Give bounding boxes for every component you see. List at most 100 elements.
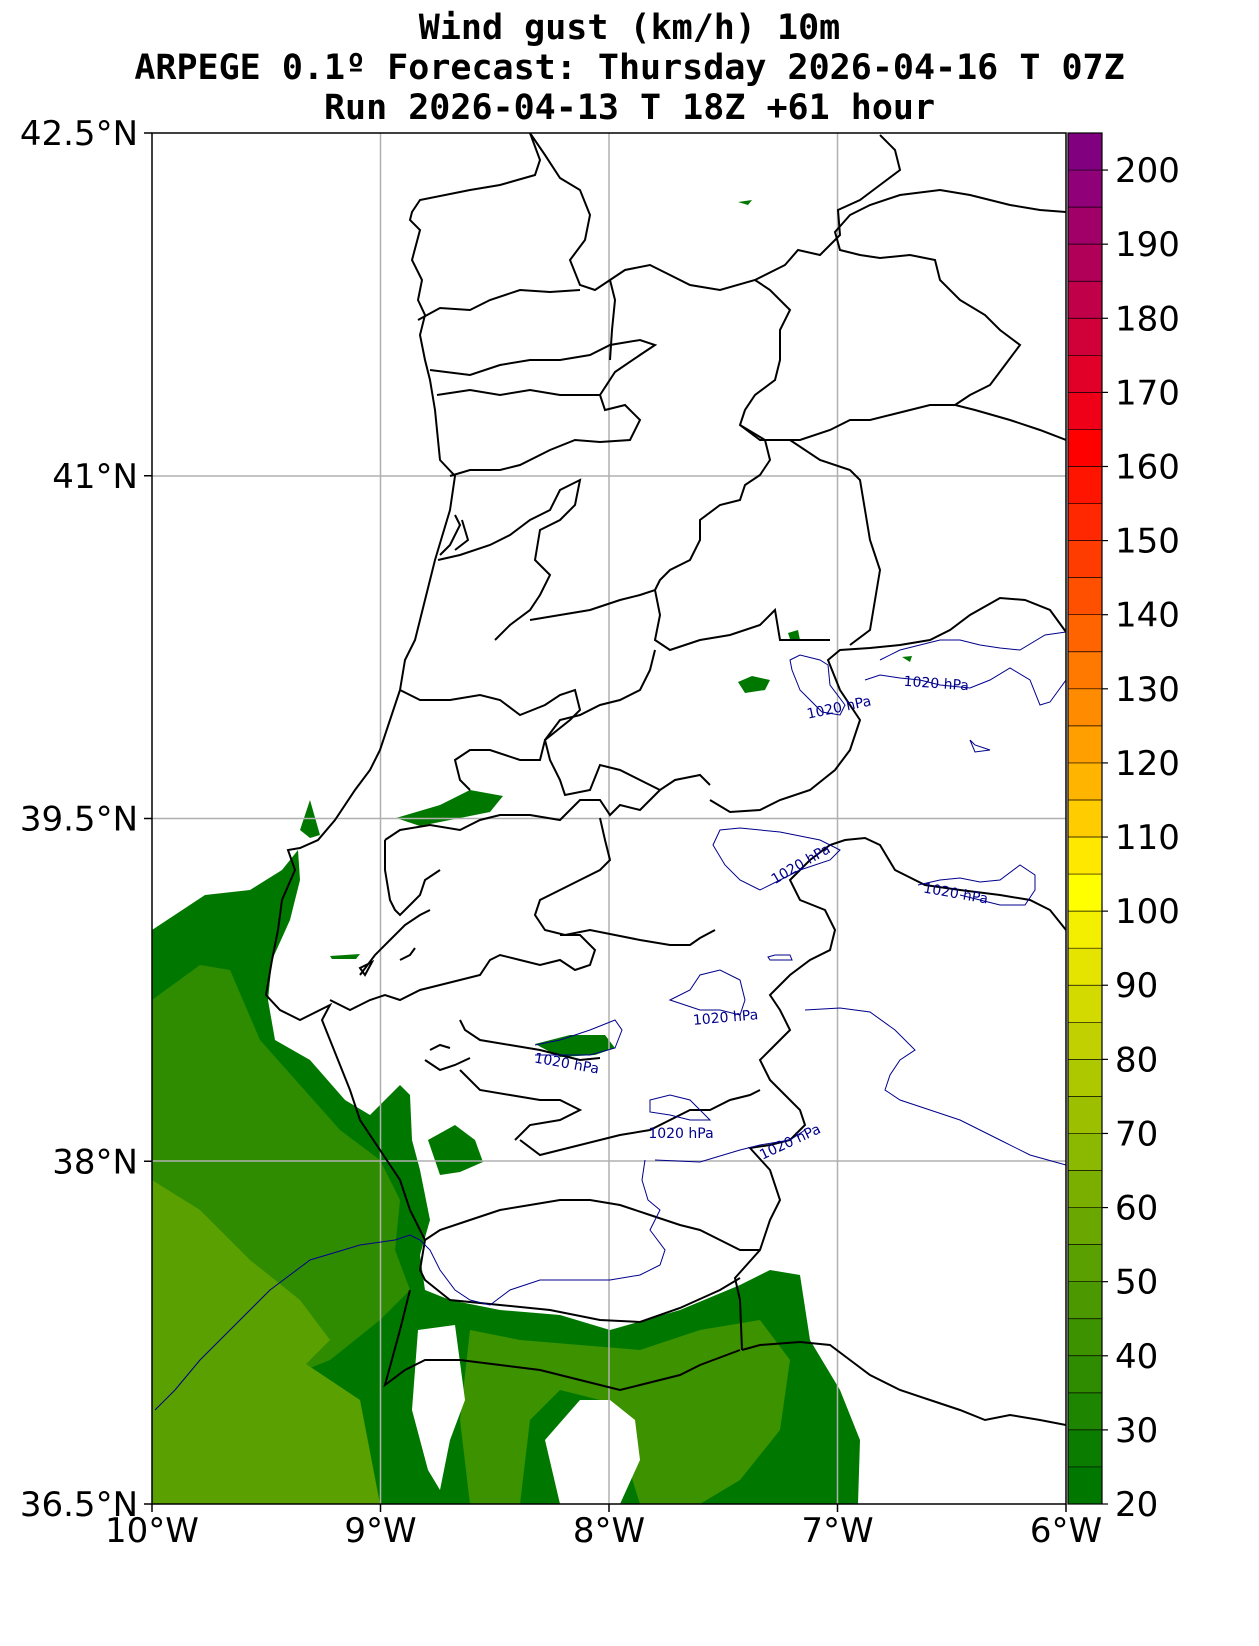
colorbar-segment [1068,688,1102,727]
grid-lines [152,133,1066,1504]
colorbar-tick-label: 60 [1115,1189,1158,1229]
colorbar-segment [1068,466,1102,505]
colorbar-segment [1068,1059,1102,1097]
lat-tick-label: 38°N [52,1142,138,1182]
colorbar-frame [1067,132,1103,1505]
colorbar-segment [1068,1318,1102,1357]
lat-tick-label: 41°N [52,457,138,497]
colorbar-segment [1068,725,1102,764]
colorbar-segment [1068,1355,1102,1394]
lon-tick-label: 10°W [105,1511,199,1551]
colorbar-tick-label: 50 [1115,1263,1158,1303]
colorbar-segment [1068,540,1102,579]
colorbar-segment [1068,1207,1102,1246]
gust-patch-lisbon [330,954,360,959]
borders [264,133,1066,1426]
colorbar-segment [1068,207,1102,245]
colorbar-segment [1068,170,1102,208]
lon-tick-label: 6°W [1030,1511,1102,1551]
gust-patch-tejo [396,790,503,826]
colorbar-segment [1068,281,1102,319]
isobar-1020-south [534,954,1066,1166]
colorbar-segment [1068,799,1102,838]
colorbar-tick-label: 40 [1115,1337,1158,1377]
colorbar: 20 30 40 50 60 70 80 90 100 110 120 130 140 150 160 170… [1067,132,1180,1525]
colorbar-segment [1068,1170,1102,1209]
colorbar-segment [1068,503,1102,542]
colorbar-segment [1068,392,1102,430]
gust-field-ocean-strong [152,1180,380,1504]
border-spain-mid [709,596,1066,814]
isobar-label: 1020 hPa [692,1007,759,1029]
colorbar-tick-label: 20 [1115,1485,1158,1525]
colorbar-segment [1068,762,1102,801]
gust-patch-east [902,656,912,662]
title-line-3: Run 2026-04-13 T 18Z +61 hour [323,88,936,128]
title-line-2: ARPEGE 0.1º Forecast: Thursday 2026-04-1… [134,48,1125,88]
colorbar-tick-label: 170 [1115,373,1180,413]
colorbar-tick-label: 150 [1115,522,1180,562]
coast-gulf-cadiz [741,1340,1066,1426]
colorbar-segment [1068,1466,1102,1505]
colorbar-segment [1068,1022,1102,1060]
colorbar-segment [1068,651,1102,690]
lat-tick-label: 42.5°N [20,114,138,154]
lat-tick-label: 39.5°N [20,800,138,840]
colorbar-segment [1068,1429,1102,1468]
lat-tick-label: 36.5°N [20,1485,138,1525]
colorbar-tick-label: 130 [1115,670,1180,710]
estuary-sado [424,1043,471,1072]
colorbar-segment [1068,985,1102,1023]
colorbar-segment [1068,244,1102,282]
title-line-1: Wind gust (km/h) 10m [418,8,841,48]
colorbar-segment [1068,614,1102,653]
colorbar-segment [1068,911,1102,949]
isobar-1020-mid [712,827,1036,906]
estuary-tejo [358,909,431,977]
colorbar-tick-label: 90 [1115,966,1158,1006]
colorbar-segment [1068,948,1102,986]
colorbar-segment [1068,1096,1102,1134]
colorbar-segment [1068,837,1102,875]
colorbar-segment [1068,1392,1102,1431]
coast-algarve [383,1289,741,1392]
isobars [154,631,1066,1411]
colorbar-segment [1068,318,1102,356]
district-lines-alentejo [329,934,761,1157]
gust-patch-interior [738,676,770,693]
lon-tick-label: 8°W [573,1511,645,1551]
gust-patch-setubal [428,1125,483,1175]
isobar-label: 1020 hPa [903,674,969,695]
colorbar-tick-label: 100 [1115,892,1180,932]
colorbar-segment [1068,1281,1102,1320]
colorbar-segment [1068,1133,1102,1172]
colorbar-tick-label: 200 [1115,151,1180,191]
border-spain-south [733,836,1066,1351]
colorbar-segment [1068,355,1102,393]
isobar-1020-southern [154,1129,806,1411]
lagoon-aveiro [439,514,470,556]
lon-tick-label: 9°W [344,1511,416,1551]
district-lines-ribatejo [384,649,716,946]
isobar-label: 1020 hPa [648,1126,713,1142]
colorbar-tick-label: 180 [1115,299,1180,339]
colorbar-segment [1068,874,1102,912]
district-lines-north [417,279,955,477]
coastline-atlantic [264,133,741,1324]
colorbar-tick-label: 80 [1115,1040,1158,1080]
border-spain-portugal-north [529,133,902,292]
colorbar-tick-label: 160 [1115,447,1180,487]
border-spain-portugal-east [833,188,1066,441]
gust-gap-1 [412,1325,465,1490]
isobar-1020-small [969,739,991,753]
lon-tick-label: 7°W [801,1511,873,1551]
colorbar-tick-label: 110 [1115,818,1180,858]
isobar-1020-north [789,631,1066,716]
chart-title-block: Wind gust (km/h) 10m ARPEGE 0.1º Forecas… [0,8,1259,128]
colorbar-segment [1068,429,1102,467]
colorbar-segment [1068,577,1102,616]
colorbar-tick-label: 30 [1115,1411,1158,1451]
colorbar-tick-label: 120 [1115,744,1180,784]
colorbar-tick-label: 70 [1115,1114,1158,1154]
